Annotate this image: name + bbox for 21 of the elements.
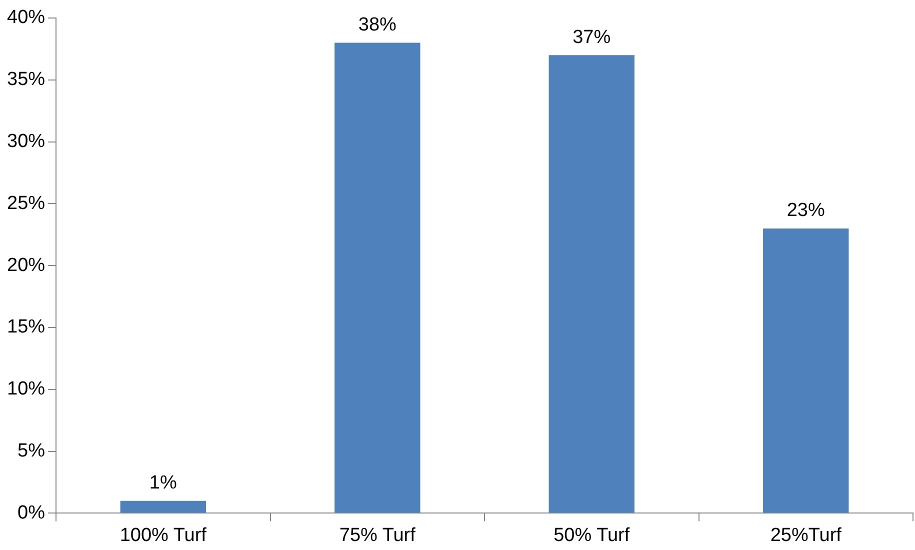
bar xyxy=(548,55,634,513)
y-tick-label: 0% xyxy=(18,502,46,524)
bar xyxy=(763,228,849,513)
x-tick-label: 75% Turf xyxy=(339,524,416,546)
y-tick-label: 25% xyxy=(6,192,46,214)
y-tick-label: 5% xyxy=(18,440,46,462)
y-tick-label: 20% xyxy=(6,254,46,276)
y-tick-label: 10% xyxy=(6,378,46,400)
bar xyxy=(334,42,420,513)
data-label: 23% xyxy=(786,200,825,222)
x-tick-label: 50% Turf xyxy=(554,524,630,546)
data-label: 1% xyxy=(149,472,177,494)
y-tick-label: 35% xyxy=(6,69,46,90)
y-tick-label: 40% xyxy=(6,7,46,28)
x-tick-label: 100% Turf xyxy=(120,524,208,546)
y-tick-label: 30% xyxy=(6,131,46,152)
y-tick-label: 15% xyxy=(6,316,46,338)
bar xyxy=(120,500,206,513)
data-label: 38% xyxy=(358,14,397,36)
x-tick-label: 25%Turf xyxy=(770,524,842,546)
data-label: 37% xyxy=(572,26,611,48)
